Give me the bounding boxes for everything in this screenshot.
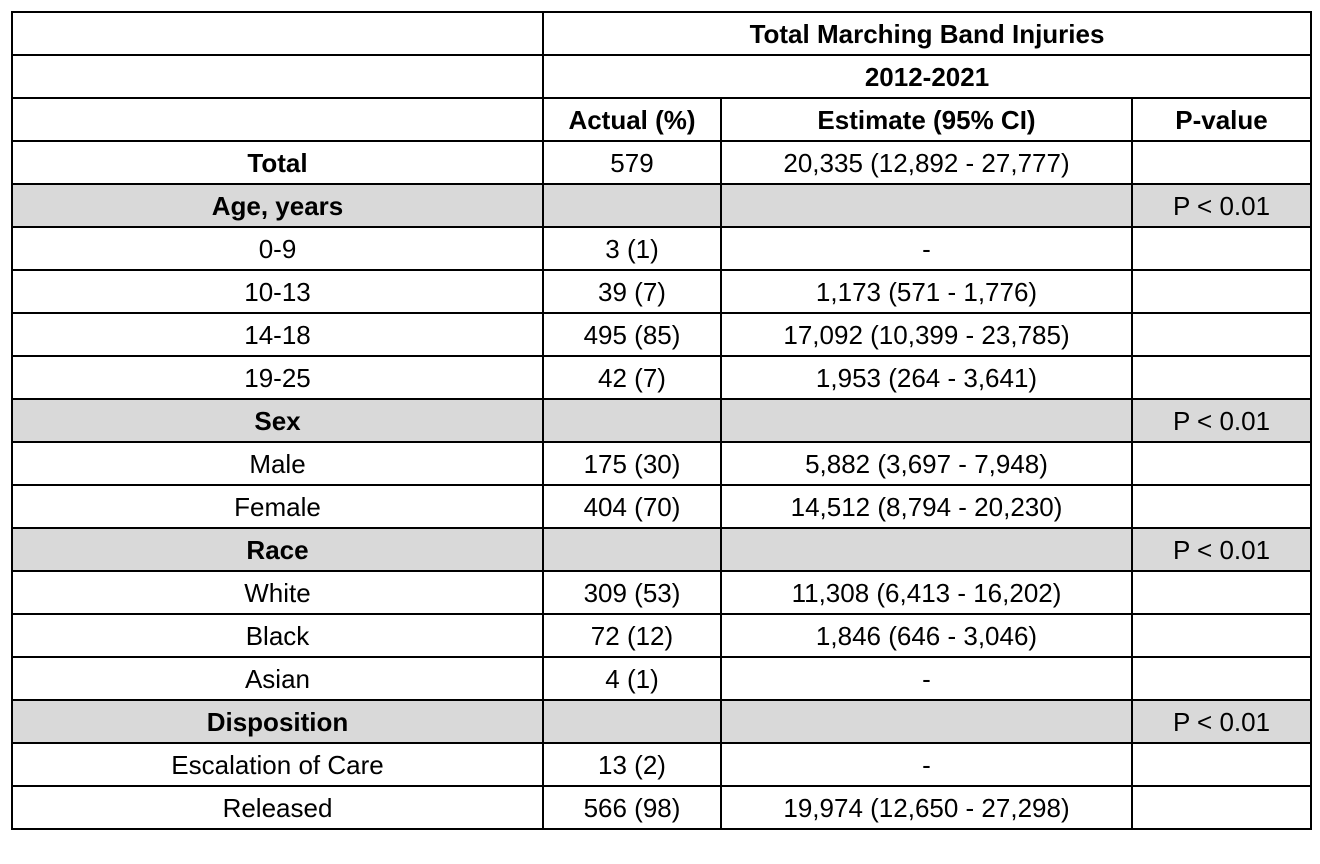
estimate-cell [720,527,1133,572]
section-label: Age, years [11,183,544,228]
estimate-cell: - [720,226,1133,271]
table-row: 19-25 42 (7) 1,953 (264 - 3,641) [11,355,1313,400]
header-blank-cell [11,11,544,56]
header-row-years: 2012-2021 [11,54,1313,99]
table-body: Total Marching Band Injuries 2012-2021 A… [11,11,1313,830]
pvalue-cell: P < 0.01 [1130,699,1313,744]
header-blank-cell [11,97,544,142]
row-label: Black [11,613,544,658]
pvalue-cell [1130,570,1313,615]
actual-cell [542,398,722,443]
actual-cell: 3 (1) [542,226,722,271]
column-header-estimate: Estimate (95% CI) [720,97,1133,142]
year-range: 2012-2021 [541,54,1313,99]
actual-cell [542,527,722,572]
row-label: Released [11,785,544,830]
actual-cell: 39 (7) [542,269,722,314]
pvalue-cell [1130,312,1313,357]
actual-cell: 495 (85) [542,312,722,357]
estimate-cell: 11,308 (6,413 - 16,202) [720,570,1133,615]
estimate-cell: 20,335 (12,892 - 27,777) [720,140,1133,185]
actual-cell [542,183,722,228]
actual-cell: 579 [542,140,722,185]
actual-cell: 13 (2) [542,742,722,787]
pvalue-cell [1130,656,1313,701]
estimate-cell: 1,173 (571 - 1,776) [720,269,1133,314]
section-row-race: Race P < 0.01 [11,527,1313,572]
table-row: Male 175 (30) 5,882 (3,697 - 7,948) [11,441,1313,486]
row-label: Total [11,140,544,185]
table-row: Released 566 (98) 19,974 (12,650 - 27,29… [11,785,1313,830]
pvalue-cell [1130,140,1313,185]
actual-cell: 42 (7) [542,355,722,400]
column-header-pvalue: P-value [1130,97,1313,142]
row-label: 10-13 [11,269,544,314]
actual-cell [542,699,722,744]
estimate-cell: 1,846 (646 - 3,046) [720,613,1133,658]
actual-cell: 404 (70) [542,484,722,529]
section-row-age: Age, years P < 0.01 [11,183,1313,228]
pvalue-cell [1130,742,1313,787]
section-label: Race [11,527,544,572]
pvalue-cell [1130,785,1313,830]
table-row: Female 404 (70) 14,512 (8,794 - 20,230) [11,484,1313,529]
pvalue-cell: P < 0.01 [1130,527,1313,572]
section-row-disposition: Disposition P < 0.01 [11,699,1313,744]
pvalue-cell [1130,355,1313,400]
estimate-cell: 17,092 (10,399 - 23,785) [720,312,1133,357]
actual-cell: 175 (30) [542,441,722,486]
section-row-sex: Sex P < 0.01 [11,398,1313,443]
column-header-actual: Actual (%) [542,97,722,142]
pvalue-cell [1130,484,1313,529]
row-label: 0-9 [11,226,544,271]
table-row: 10-13 39 (7) 1,173 (571 - 1,776) [11,269,1313,314]
row-label: 14-18 [11,312,544,357]
actual-cell: 566 (98) [542,785,722,830]
section-label: Disposition [11,699,544,744]
table-row: 0-9 3 (1) - [11,226,1313,271]
pvalue-cell: P < 0.01 [1130,183,1313,228]
pvalue-cell [1130,441,1313,486]
estimate-cell: 14,512 (8,794 - 20,230) [720,484,1133,529]
section-label: Sex [11,398,544,443]
estimate-cell [720,398,1133,443]
header-row-columns: Actual (%) Estimate (95% CI) P-value [11,97,1313,142]
estimate-cell [720,183,1133,228]
row-label: Male [11,441,544,486]
row-label: Female [11,484,544,529]
table-row: Asian 4 (1) - [11,656,1313,701]
estimate-cell [720,699,1133,744]
row-label: Escalation of Care [11,742,544,787]
header-blank-cell [11,54,544,99]
pvalue-cell [1130,613,1313,658]
row-label: White [11,570,544,615]
actual-cell: 309 (53) [542,570,722,615]
actual-cell: 4 (1) [542,656,722,701]
table-row: 14-18 495 (85) 17,092 (10,399 - 23,785) [11,312,1313,357]
row-label: Asian [11,656,544,701]
row-label: 19-25 [11,355,544,400]
actual-cell: 72 (12) [542,613,722,658]
injuries-table: Total Marching Band Injuries 2012-2021 A… [11,11,1313,830]
estimate-cell: - [720,742,1133,787]
estimate-cell: 5,882 (3,697 - 7,948) [720,441,1133,486]
header-row-title: Total Marching Band Injuries [11,11,1313,56]
estimate-cell: 19,974 (12,650 - 27,298) [720,785,1133,830]
table-row: Black 72 (12) 1,846 (646 - 3,046) [11,613,1313,658]
table-row: White 309 (53) 11,308 (6,413 - 16,202) [11,570,1313,615]
estimate-cell: 1,953 (264 - 3,641) [720,355,1133,400]
pvalue-cell: P < 0.01 [1130,398,1313,443]
pvalue-cell [1130,269,1313,314]
pvalue-cell [1130,226,1313,271]
table-row-total: Total 579 20,335 (12,892 - 27,777) [11,140,1313,185]
table-row: Escalation of Care 13 (2) - [11,742,1313,787]
table-title: Total Marching Band Injuries [541,11,1313,56]
estimate-cell: - [720,656,1133,701]
